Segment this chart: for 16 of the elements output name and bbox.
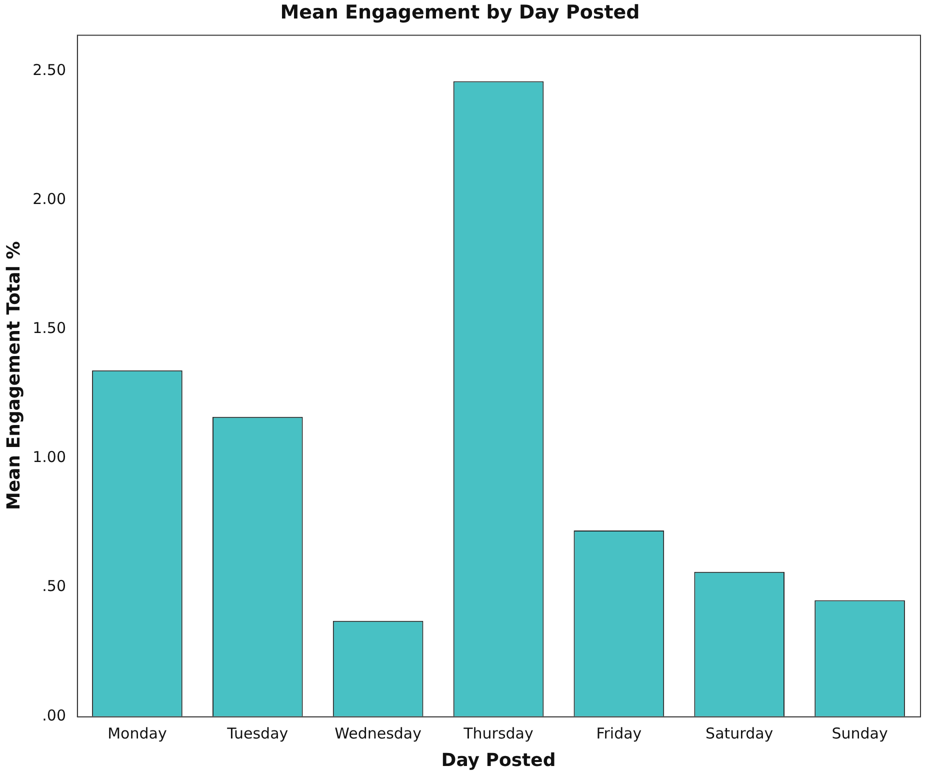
x-tick-label: Wednesday bbox=[334, 724, 422, 742]
y-tick-label: 1.50 bbox=[32, 319, 66, 338]
x-axis-title: Day Posted bbox=[441, 750, 556, 771]
chart-title: Mean Engagement by Day Posted bbox=[280, 1, 640, 24]
y-tick-label: 2.00 bbox=[32, 190, 66, 208]
x-tick-label: Monday bbox=[108, 724, 167, 742]
x-tick-label: Thursday bbox=[462, 724, 534, 742]
y-axis-title: Mean Engagement Total % bbox=[3, 241, 24, 510]
x-tick-label: Sunday bbox=[832, 724, 888, 742]
y-tick-label: .50 bbox=[42, 577, 66, 596]
x-tick-label: Friday bbox=[596, 724, 642, 742]
y-tick-label: 2.50 bbox=[32, 60, 66, 79]
y-tick-label: .00 bbox=[42, 706, 66, 724]
y-tick-label: 1.00 bbox=[32, 448, 66, 466]
x-tick-label: Tuesday bbox=[226, 724, 288, 742]
x-tick-label: Saturday bbox=[706, 724, 774, 742]
